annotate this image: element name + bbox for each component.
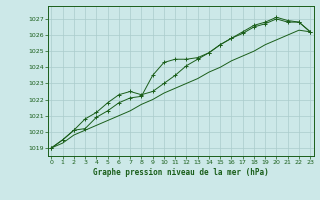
X-axis label: Graphe pression niveau de la mer (hPa): Graphe pression niveau de la mer (hPa) xyxy=(93,168,269,177)
